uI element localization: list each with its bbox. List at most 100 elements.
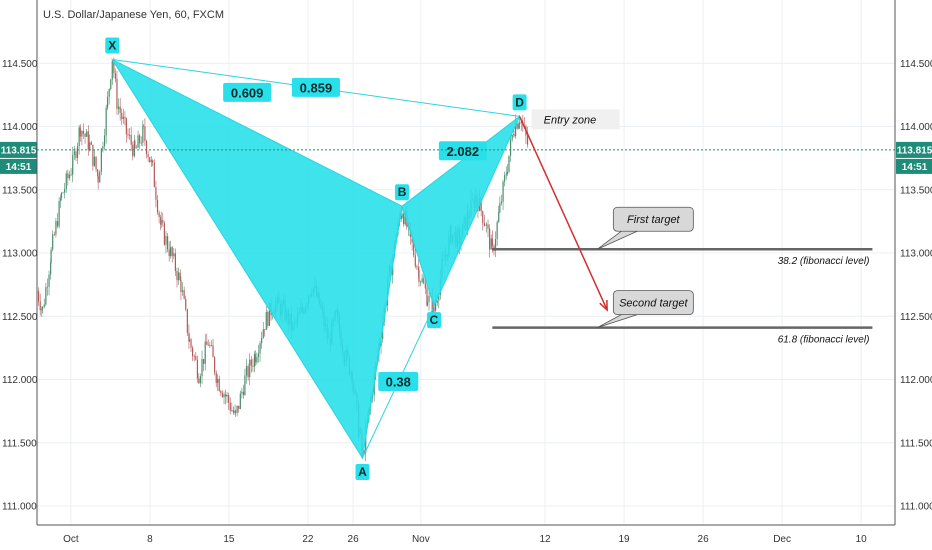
candle-body xyxy=(431,295,433,315)
candle-body xyxy=(417,267,420,270)
pattern-point-C: C xyxy=(430,313,439,327)
callout-box xyxy=(612,290,694,316)
candle-body xyxy=(236,405,238,413)
candle-body xyxy=(185,298,187,310)
candle-body xyxy=(232,410,235,413)
candle-body xyxy=(81,130,83,137)
candle-body xyxy=(130,134,132,145)
ratio-label-xd: 0.859 xyxy=(300,80,333,95)
candle-body xyxy=(193,356,195,357)
y-tick-label-left: 111.000 xyxy=(2,502,37,513)
ratio-label-box xyxy=(291,77,340,97)
y-tick-label-right: 114.500 xyxy=(900,59,932,70)
candle-body xyxy=(414,255,416,267)
candle-body xyxy=(436,300,438,304)
candle-body xyxy=(82,130,85,134)
candle-body xyxy=(485,224,488,226)
candle-body xyxy=(174,253,176,272)
candle-body xyxy=(169,247,172,257)
candle-body xyxy=(137,135,139,148)
candle-body xyxy=(135,147,138,149)
fib-label: 38.2 (fibonacci level) xyxy=(778,256,870,267)
candle-body xyxy=(100,148,102,172)
candle-body xyxy=(438,294,440,301)
candle-body xyxy=(111,60,113,80)
candle-body xyxy=(125,118,127,135)
plot-area[interactable] xyxy=(37,0,895,525)
x-tick-label: 15 xyxy=(223,534,235,545)
y-tick-label-left: 113.500 xyxy=(2,185,38,196)
y-tick-label-left: 111.500 xyxy=(2,438,37,449)
ratio-label-box xyxy=(378,372,419,392)
candle-body xyxy=(64,188,66,193)
candle-body xyxy=(48,274,50,287)
candle-body xyxy=(41,308,43,311)
candle-body xyxy=(171,247,173,257)
candle-body xyxy=(50,262,52,275)
candle-body xyxy=(418,269,420,282)
harmonic-pattern: X A B C D 0.859 0.609 0.38 2.082 Entry zone xyxy=(105,37,620,480)
candle-body xyxy=(223,394,225,398)
candle-body xyxy=(79,127,81,137)
candle-body xyxy=(207,344,209,346)
candle-body xyxy=(424,283,426,289)
entry-zone-box xyxy=(531,109,620,130)
target-label: First target xyxy=(627,214,681,226)
pattern-point-box xyxy=(105,37,120,54)
candle-body xyxy=(55,221,57,235)
candle-body xyxy=(206,341,208,345)
candle-body xyxy=(127,134,129,136)
candle-body xyxy=(496,222,498,239)
candle-body xyxy=(265,311,267,331)
candle-body xyxy=(97,169,99,176)
candle-body xyxy=(60,198,62,202)
candle-body xyxy=(162,219,164,223)
timer-value-left: 14:51 xyxy=(6,162,32,173)
candle-body xyxy=(158,212,160,217)
x-tick-label: Oct xyxy=(63,534,79,545)
candle-body xyxy=(435,303,437,311)
pattern-point-box xyxy=(512,94,527,111)
current-price-tag-right xyxy=(896,141,932,158)
y-tick-label-right: 113.500 xyxy=(900,185,932,196)
candle-body xyxy=(203,358,205,364)
candle-body xyxy=(186,309,188,333)
candle-body xyxy=(56,221,59,227)
candle-body xyxy=(245,366,248,376)
candle-body xyxy=(201,358,203,377)
candle-body xyxy=(177,272,180,281)
candle-body xyxy=(114,73,117,79)
candle-body xyxy=(90,142,92,145)
candle-body xyxy=(413,242,415,256)
candle-body xyxy=(43,304,45,307)
bcd-triangle xyxy=(401,115,521,308)
x-tick-label: 12 xyxy=(539,534,551,545)
candle-body xyxy=(363,450,365,453)
candle-body xyxy=(86,131,88,137)
candle-body xyxy=(199,376,202,384)
candle-body xyxy=(67,173,69,179)
callout-pointer xyxy=(597,314,638,329)
pattern-point-box xyxy=(427,312,442,329)
candle-body xyxy=(244,375,246,395)
candle-body xyxy=(513,134,515,137)
candle-body xyxy=(105,107,107,136)
x-tick-label: 22 xyxy=(302,534,314,545)
candle-body xyxy=(234,410,237,413)
fib-label: 61.8 (fibonacci level) xyxy=(778,335,870,346)
chart-title: U.S. Dollar/Japanese Yen, 60, FXCM xyxy=(43,9,224,21)
candle-body xyxy=(215,372,217,383)
y-tick-label-left: 113.000 xyxy=(2,249,38,260)
target-label: Second target xyxy=(619,298,688,310)
timer-tag-left xyxy=(0,158,37,174)
candle-body xyxy=(70,174,72,176)
candle-body xyxy=(108,88,110,97)
candle-body xyxy=(147,154,149,158)
candle-body xyxy=(87,131,89,150)
candle-body xyxy=(156,199,159,213)
candle-body xyxy=(84,133,86,137)
candle-body xyxy=(132,144,134,157)
candle-body xyxy=(179,272,181,281)
